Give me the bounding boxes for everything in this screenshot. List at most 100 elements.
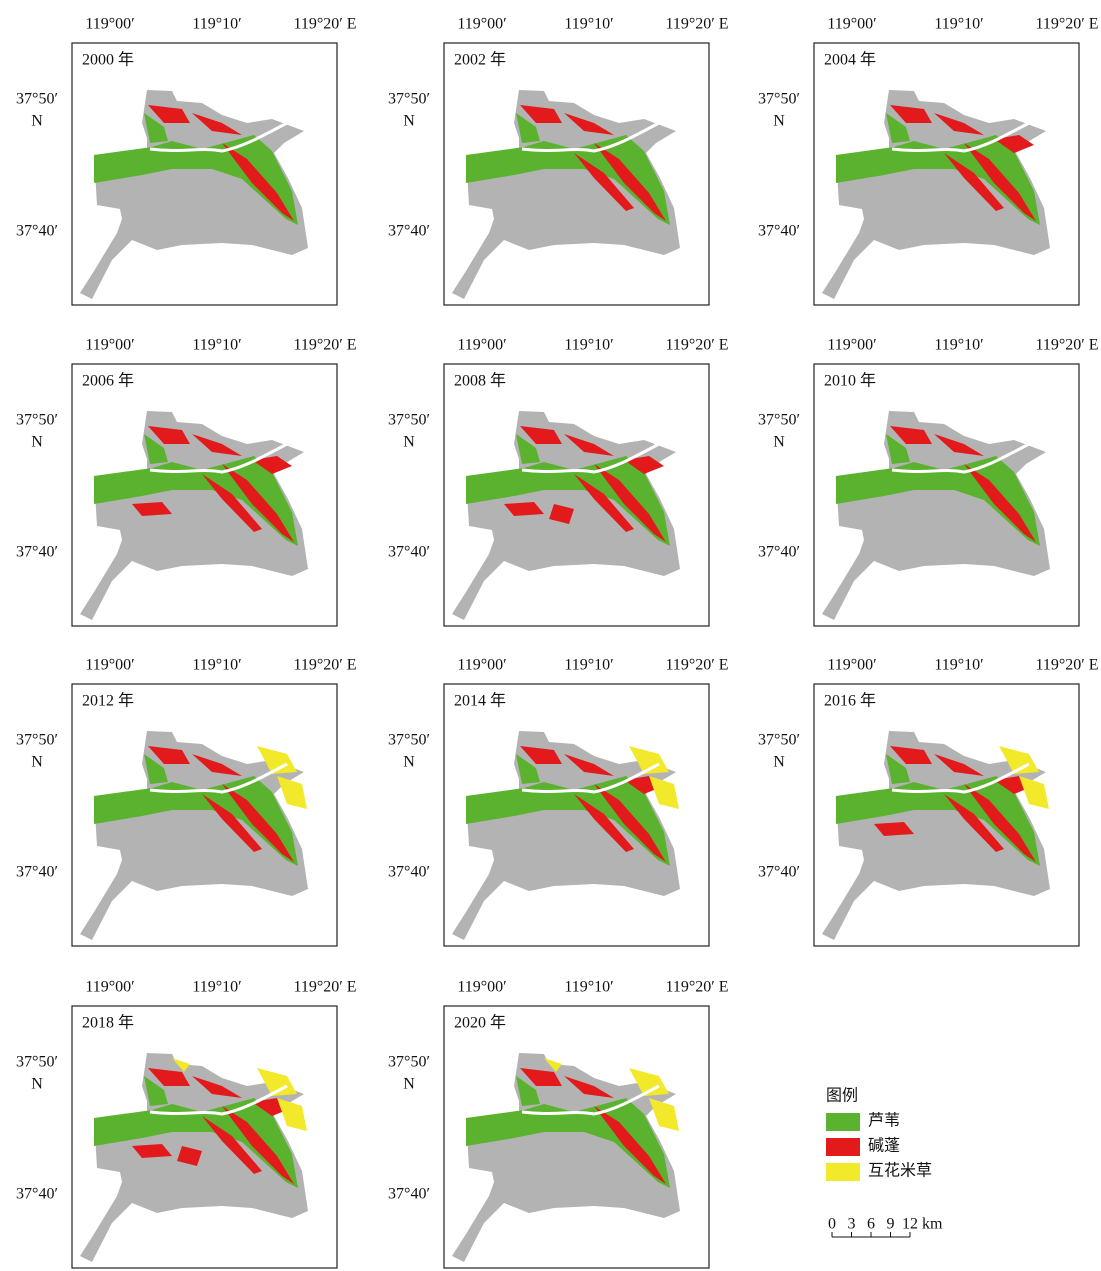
lat-label: N	[773, 434, 785, 451]
lon-label: 119°20′ E	[665, 657, 728, 674]
lon-label: 119°20′ E	[1035, 16, 1098, 33]
lon-label: 119°10′	[564, 979, 613, 996]
lon-label: 119°20′ E	[293, 337, 356, 354]
suaeda-area	[520, 1068, 562, 1086]
reed-area	[94, 135, 298, 225]
lon-label: 119°20′ E	[293, 657, 356, 674]
suaeda-area	[504, 502, 544, 516]
map-panel: 2016 年 119°00′ 119°10′ 119°20′ E 37°50′ N 37°4…	[758, 657, 1099, 947]
map-panel: 2012 年 119°00′ 119°10′ 119°20′ E 37°50′ N 37°4…	[16, 657, 357, 947]
panel-title: 2000 年	[82, 51, 134, 69]
legend-label: 芦苇	[868, 1112, 900, 1130]
panel-title: 2002 年	[454, 51, 506, 69]
suaeda-area	[594, 784, 666, 862]
suaeda-area	[890, 746, 932, 764]
suaeda-area	[192, 113, 242, 135]
lon-label: 119°00′	[827, 16, 876, 33]
map-panel: 2000 年 119°00′ 119°10′ 119°20′ E 37°50′ N 37°4…	[16, 16, 357, 306]
suaeda-area	[177, 1146, 202, 1166]
legend-swatch	[826, 1163, 860, 1181]
river	[891, 762, 1030, 794]
lon-label: 119°20′ E	[665, 16, 728, 33]
lat-label: 37°40′	[388, 1186, 430, 1203]
lat-label: N	[31, 1076, 43, 1093]
suaeda-area	[202, 474, 262, 532]
lon-label: 119°10′	[192, 337, 241, 354]
reed-area	[94, 1098, 298, 1188]
reed-area	[466, 1098, 670, 1188]
legend-title: 图例	[826, 1087, 858, 1105]
lat-label: 37°50′	[16, 412, 58, 429]
suaeda-area	[252, 456, 292, 474]
map-panel: 2014 年 119°00′ 119°10′ 119°20′ E 37°50′ N 37°4…	[388, 657, 729, 947]
lat-label: 37°40′	[758, 223, 800, 240]
reed-area	[886, 113, 910, 143]
suaeda-area	[520, 746, 562, 764]
suaeda-area	[520, 105, 562, 123]
scale-label: 0	[828, 1216, 836, 1233]
lat-label: N	[403, 754, 415, 771]
suaeda-area	[964, 784, 1036, 862]
river	[149, 121, 288, 153]
map-panel: 2006 年 119°00′ 119°10′ 119°20′ E 37°50′ N 37°4…	[16, 337, 357, 627]
suaeda-area	[594, 1106, 666, 1184]
suaeda-area	[934, 754, 984, 776]
suaeda-area	[964, 464, 1036, 542]
suaeda-area	[564, 113, 614, 135]
lon-label: 119°20′ E	[665, 979, 728, 996]
river	[891, 121, 1030, 153]
lon-label: 119°00′	[85, 16, 134, 33]
lat-label: 37°50′	[388, 412, 430, 429]
spartina-area	[1019, 776, 1049, 809]
scale-label: 12	[902, 1216, 918, 1233]
lon-label: 119°10′	[192, 16, 241, 33]
lon-label: 119°00′	[827, 657, 876, 674]
lon-label: 119°20′ E	[293, 16, 356, 33]
lat-label: N	[773, 113, 785, 130]
lat-label: 37°50′	[16, 91, 58, 108]
lat-label: 37°50′	[388, 732, 430, 749]
reed-area	[516, 754, 540, 784]
spartina-area	[649, 776, 679, 809]
lat-label: 37°40′	[16, 1186, 58, 1203]
legend-label: 碱蓬	[868, 1137, 900, 1155]
reed-area	[516, 434, 540, 464]
scale-label: 9	[887, 1216, 895, 1233]
suaeda-area	[202, 1116, 262, 1174]
lat-label: 37°40′	[758, 544, 800, 561]
map-panel: 2020 年 119°00′ 119°10′ 119°20′ E 37°50′ N 37°4…	[388, 979, 729, 1269]
lon-label: 119°00′	[85, 979, 134, 996]
reed-area	[466, 456, 670, 546]
suaeda-area	[148, 426, 190, 444]
suaeda-area	[594, 464, 666, 542]
suaeda-area	[624, 456, 664, 474]
river	[521, 762, 660, 794]
lat-label: N	[31, 754, 43, 771]
lat-label: 37°50′	[758, 732, 800, 749]
lat-label: N	[403, 434, 415, 451]
suaeda-area	[148, 105, 190, 123]
suaeda-area	[574, 474, 634, 532]
suaeda-area	[564, 754, 614, 776]
lat-label: 37°40′	[16, 864, 58, 881]
legend-swatch	[826, 1138, 860, 1156]
lon-label: 119°20′ E	[1035, 337, 1098, 354]
suaeda-area	[574, 153, 634, 211]
suaeda-area	[222, 143, 294, 221]
map-panel: 2008 年 119°00′ 119°10′ 119°20′ E 37°50′ N 37°4…	[388, 337, 729, 627]
lat-label: 37°50′	[16, 732, 58, 749]
spartina-area	[544, 1058, 562, 1072]
river	[521, 1084, 660, 1116]
river	[891, 442, 1030, 474]
suaeda-area	[148, 746, 190, 764]
lon-label: 119°00′	[457, 16, 506, 33]
lat-label: 37°50′	[388, 1054, 430, 1071]
suaeda-area	[890, 426, 932, 444]
suaeda-area	[520, 426, 562, 444]
lon-label: 119°20′ E	[1035, 657, 1098, 674]
reed-area	[94, 456, 298, 546]
lat-label: N	[403, 1076, 415, 1093]
suaeda-area	[222, 784, 294, 862]
suaeda-area	[192, 754, 242, 776]
